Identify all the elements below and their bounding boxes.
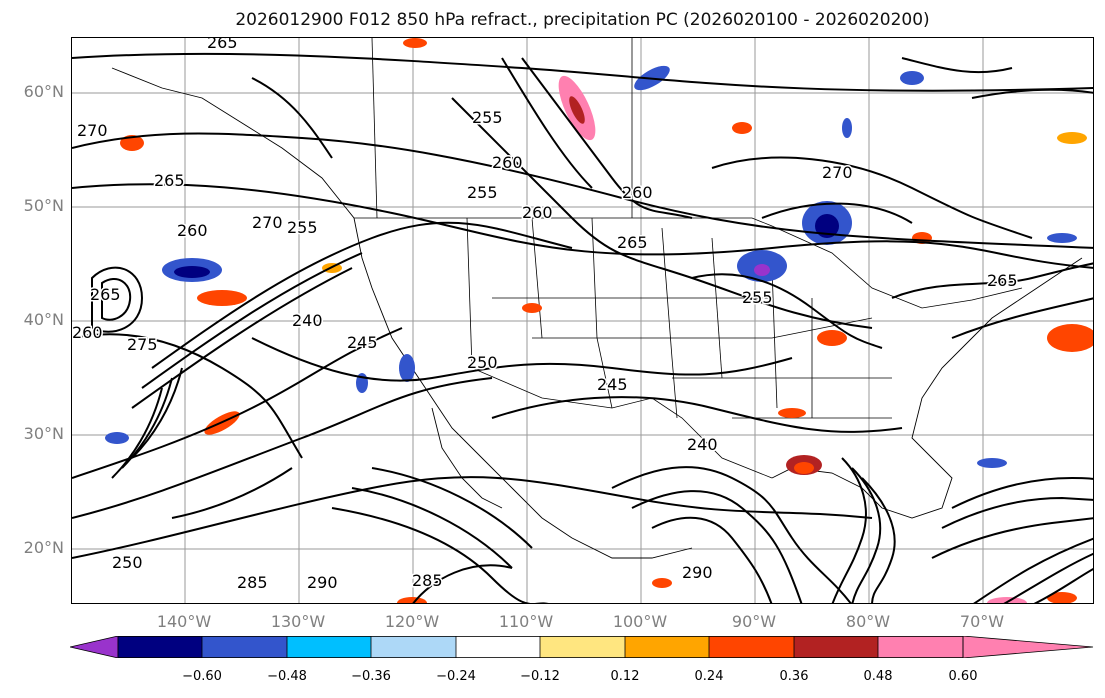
colorbar-tick-label: 0.48 — [863, 669, 893, 684]
contour-label: 290 — [682, 563, 713, 582]
lon-label-120w: 120°W — [384, 612, 440, 631]
contour-label: 250 — [467, 353, 498, 372]
colorbar-extend-low — [69, 635, 119, 659]
political-borders — [354, 38, 1023, 479]
lat-label-40n: 40°N — [23, 310, 64, 329]
contour-label: 285 — [412, 571, 443, 590]
contour-label: 290 — [307, 573, 338, 592]
colorbar-extend-high — [962, 635, 1094, 659]
colorbar-segment — [625, 636, 709, 658]
colorbar — [69, 635, 1094, 659]
lon-label-110w: 110°W — [498, 612, 554, 631]
map-title: 2026012900 F012 850 hPa refract., precip… — [235, 10, 930, 30]
colorbar-segment — [287, 636, 371, 658]
colorbar-segment — [202, 636, 287, 658]
contour-label: 255 — [467, 183, 498, 202]
colorbar-segment — [118, 636, 202, 658]
contour-label: 240 — [292, 311, 323, 330]
colorbar-tick-label: 0.12 — [610, 669, 640, 684]
colorbar-segment — [878, 636, 963, 658]
lon-label-90w: 90°W — [731, 612, 777, 631]
lon-label-130w: 130°W — [270, 612, 326, 631]
colorbar-segment — [371, 636, 456, 658]
contour-label: 270 — [252, 213, 283, 232]
colorbar-tick-label: −0.24 — [436, 669, 476, 684]
contour-label: 265 — [207, 38, 238, 52]
contour-label: 245 — [347, 333, 378, 352]
map-canvas: 265 270 265 260 270 265 260 255 240 275 … — [72, 38, 1093, 603]
lon-label-100w: 100°W — [612, 612, 668, 631]
colorbar-svg — [69, 635, 1094, 659]
contour-label: 255 — [287, 218, 318, 237]
coastlines — [111, 67, 1083, 559]
contour-label: 255 — [742, 288, 773, 307]
contour-label: 260 — [622, 183, 653, 202]
contour-label: 260 — [522, 203, 553, 222]
colorbar-tick-label: −0.36 — [351, 669, 391, 684]
colorbar-tick-label: 0.36 — [779, 669, 809, 684]
lat-label-60n: 60°N — [23, 82, 64, 101]
colorbar-segment — [540, 636, 625, 658]
contour-labels: 265 270 265 260 270 265 260 255 240 275 … — [72, 38, 1019, 594]
lat-label-30n: 30°N — [23, 424, 64, 443]
map-panel: 265 270 265 260 270 265 260 255 240 275 … — [71, 37, 1094, 604]
colorbar-tick-label: 0.24 — [694, 669, 724, 684]
contour-label: 265 — [987, 271, 1018, 290]
contour-label: 260 — [72, 323, 103, 342]
contour-label: 245 — [597, 375, 628, 394]
contour-label: 270 — [822, 163, 853, 182]
colorbar-tick-label: 0.60 — [948, 669, 978, 684]
colorbar-tick-label: −0.12 — [520, 669, 560, 684]
contour-label: 255 — [472, 108, 503, 127]
refractivity-contours — [72, 52, 1093, 603]
contour-label: 250 — [112, 553, 143, 572]
contour-label: 265 — [154, 171, 185, 190]
contour-label: 260 — [177, 221, 208, 240]
contour-label: 285 — [237, 573, 268, 592]
lat-label-20n: 20°N — [23, 538, 64, 557]
contour-label: 240 — [687, 435, 718, 454]
colorbar-tick-label: −0.60 — [182, 669, 222, 684]
lon-label-80w: 80°W — [845, 612, 891, 631]
graticule — [72, 38, 1093, 603]
colorbar-segment — [709, 636, 794, 658]
contour-label: 260 — [492, 153, 523, 172]
colorbar-segment — [794, 636, 878, 658]
contour-label: 265 — [90, 285, 121, 304]
lat-label-50n: 50°N — [23, 196, 64, 215]
colorbar-tick-label: −0.48 — [267, 669, 307, 684]
contour-label: 270 — [77, 121, 108, 140]
colorbar-segment — [456, 636, 540, 658]
contour-label: 265 — [617, 233, 648, 252]
lon-label-70w: 70°W — [959, 612, 1005, 631]
contour-label: 275 — [127, 335, 158, 354]
lon-label-140w: 140°W — [156, 612, 212, 631]
